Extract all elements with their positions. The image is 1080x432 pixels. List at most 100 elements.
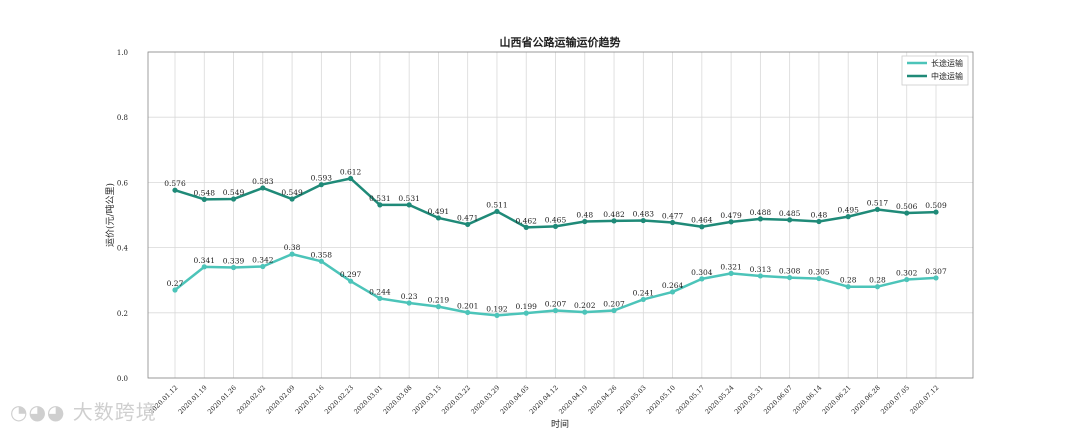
data-label: 0.549	[281, 188, 303, 197]
data-label: 0.471	[457, 213, 478, 222]
legend-box	[901, 55, 969, 86]
data-point	[494, 312, 500, 319]
data-point	[172, 287, 178, 293]
x-tick-label: 2020.07.12	[908, 384, 940, 416]
data-label: 0.192	[486, 304, 508, 313]
data-label: 0.297	[340, 270, 362, 279]
data-point	[816, 218, 822, 225]
x-tick-label: 2020.03.01	[352, 384, 384, 416]
y-tick-label: 0.6	[117, 179, 129, 187]
data-label: 0.28	[869, 276, 886, 285]
x-tick-label: 2020.03.08	[382, 384, 414, 416]
data-point	[816, 275, 822, 282]
data-point	[640, 217, 646, 224]
data-point	[230, 196, 237, 202]
data-label: 0.495	[837, 206, 859, 215]
data-label: 0.305	[808, 268, 830, 277]
data-point	[465, 221, 471, 228]
data-label: 0.321	[720, 262, 741, 271]
data-label: 0.612	[340, 167, 362, 176]
data-label: 0.244	[369, 287, 391, 296]
data-label: 0.517	[867, 198, 889, 207]
data-label: 0.491	[428, 207, 449, 216]
x-tick-label: 2020.02.23	[323, 384, 355, 416]
data-point	[289, 251, 295, 257]
x-tick-label: 2020.04.26	[586, 384, 618, 416]
data-label: 0.462	[515, 216, 537, 225]
data-label: 0.207	[603, 300, 625, 309]
x-tick-label: 2020.01.26	[206, 384, 238, 416]
data-point	[289, 196, 295, 202]
data-label: 0.23	[401, 292, 418, 301]
data-label: 0.548	[194, 188, 216, 197]
data-point	[552, 307, 559, 314]
data-point	[699, 276, 705, 282]
data-point	[611, 218, 617, 224]
data-label: 0.479	[720, 211, 742, 220]
data-point	[933, 275, 939, 281]
data-label: 0.304	[691, 268, 713, 277]
data-label: 0.342	[252, 256, 274, 265]
data-point	[494, 208, 500, 215]
data-label: 0.27	[167, 279, 184, 288]
data-point	[787, 217, 793, 223]
data-point	[904, 210, 910, 216]
axes: 0.00.20.40.60.81.02020.01.122020.01.1920…	[117, 49, 974, 416]
x-tick-label: 2020.06.21	[821, 384, 853, 416]
data-point	[230, 264, 237, 271]
data-label: 0.199	[515, 302, 537, 311]
data-point	[318, 258, 324, 264]
data-point	[874, 206, 881, 213]
y-tick-label: 0.0	[117, 375, 128, 383]
data-point	[640, 296, 646, 303]
x-tick-label: 2020.04.19	[557, 384, 589, 416]
y-tick-label: 0.2	[117, 310, 128, 318]
data-label: 0.202	[574, 301, 596, 310]
data-point	[582, 218, 588, 225]
data-label: 0.302	[896, 269, 918, 278]
data-point	[757, 216, 763, 222]
x-tick-label: 2020.03.15	[411, 384, 443, 416]
data-label: 0.488	[750, 208, 772, 217]
y-tick-label: 0.8	[117, 114, 128, 122]
x-tick-label: 2020.04.12	[528, 384, 560, 416]
data-label: 0.219	[428, 296, 450, 305]
data-point	[787, 274, 793, 281]
data-label: 0.485	[779, 209, 801, 218]
data-label: 0.593	[311, 174, 333, 183]
data-label: 0.28	[840, 276, 857, 285]
data-label: 0.464	[691, 216, 713, 225]
x-tick-label: 2020.05.17	[674, 384, 706, 416]
data-point	[552, 223, 559, 230]
data-point	[845, 284, 851, 290]
x-tick-label: 2020.05.03	[616, 384, 648, 416]
data-point	[260, 185, 266, 191]
data-point	[728, 219, 734, 225]
series-group: 0.27 0.341 0.339 0.342 0.38 0.358 0.297 0.244 0.…	[164, 167, 947, 319]
x-tick-label: 2020.02.16	[294, 384, 326, 416]
data-label: 0.48	[576, 211, 593, 220]
x-tick-label: 2020.05.10	[645, 384, 677, 416]
data-point	[201, 264, 207, 270]
data-label: 0.511	[486, 200, 507, 209]
data-point	[757, 273, 763, 279]
x-tick-label: 2020.06.14	[791, 384, 823, 416]
data-label: 0.207	[545, 300, 567, 309]
y-tick-label: 1.0	[117, 49, 128, 57]
data-point	[406, 202, 412, 208]
data-label: 0.307	[925, 267, 947, 276]
data-label: 0.583	[252, 177, 274, 186]
data-label: 0.341	[194, 256, 215, 265]
x-tick-label: 2020.05.31	[733, 384, 765, 416]
data-point	[523, 224, 529, 230]
x-tick-label: 2020.02.09	[265, 384, 297, 416]
data-point	[318, 182, 324, 188]
data-label: 0.201	[457, 301, 478, 310]
x-tick-label: 2020.07.05	[879, 384, 911, 416]
data-point	[611, 307, 617, 314]
data-label: 0.483	[633, 210, 655, 219]
data-label: 0.531	[369, 194, 390, 203]
x-tick-label: 2020.04.05	[499, 384, 531, 416]
data-point	[377, 202, 383, 208]
data-label: 0.477	[662, 211, 684, 220]
